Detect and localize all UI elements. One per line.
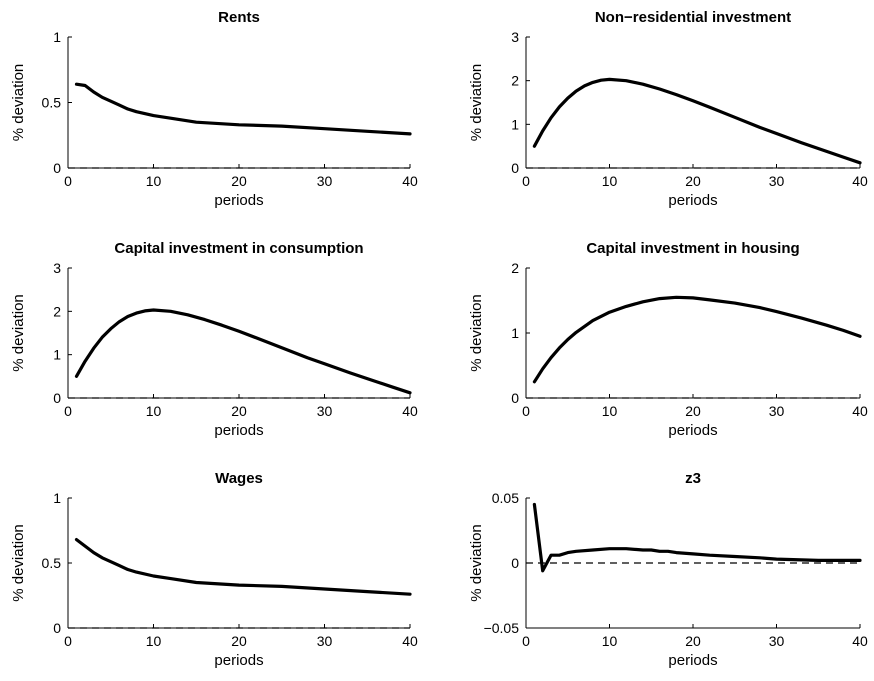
subplot-1: 0 10 20 30 40 0 0.5 1 Rents periods % deviation — [10, 9, 418, 209]
x-tick-label: 40 — [852, 633, 868, 649]
x-tick-label: 0 — [64, 633, 72, 649]
x-tick-label: 10 — [602, 633, 618, 649]
y-tick-label: 1 — [511, 116, 519, 132]
y-tick-label: 0 — [53, 160, 61, 176]
x-tick-label: 20 — [231, 633, 247, 649]
y-tick-label: 0.05 — [492, 490, 519, 506]
y-tick-label: 1 — [53, 29, 61, 45]
x-tick-label: 20 — [685, 633, 701, 649]
y-axis-label: % deviation — [10, 64, 27, 142]
series-line — [74, 537, 412, 596]
subplot-title: Rents — [218, 9, 260, 26]
y-tick-label: 0 — [511, 390, 519, 406]
subplot-title: Non−residential investment — [595, 9, 791, 26]
subplot-title: Capital investment in consumption — [114, 240, 363, 257]
x-axis-label: periods — [668, 192, 717, 209]
x-tick-label: 30 — [317, 173, 333, 189]
series-line — [532, 295, 862, 384]
x-tick-label: 30 — [769, 633, 785, 649]
x-axis-label: periods — [668, 652, 717, 669]
subplot-3: 0 10 20 30 40 0 1 2 3 Capital investment in consu… — [10, 240, 418, 439]
series-line — [74, 308, 412, 395]
x-tick-label: 10 — [602, 173, 618, 189]
x-tick-label: 10 — [146, 173, 162, 189]
x-tick-label: 40 — [852, 403, 868, 419]
subplot-4: 0 10 20 30 40 0 1 2 Capital investment in housin… — [468, 240, 868, 439]
x-tick-label: 0 — [64, 173, 72, 189]
y-tick-label: 3 — [511, 29, 519, 45]
x-tick-label: 40 — [402, 633, 418, 649]
subplot-5: 0 10 20 30 40 0 0.5 1 Wages periods % deviation — [10, 470, 418, 669]
y-tick-label: 0 — [511, 160, 519, 176]
y-tick-label: 0 — [53, 620, 61, 636]
subplot-title: z3 — [685, 470, 701, 487]
y-tick-label: 0 — [511, 555, 519, 571]
series-line — [532, 502, 862, 573]
x-tick-label: 40 — [402, 173, 418, 189]
x-tick-label: 20 — [685, 173, 701, 189]
y-tick-label: 1 — [511, 325, 519, 341]
subplot-2: 0 10 20 30 40 0 1 2 3 Non−residential investment p… — [468, 9, 868, 209]
y-tick-label: 0 — [53, 390, 61, 406]
x-tick-label: 40 — [402, 403, 418, 419]
x-tick-label: 30 — [769, 173, 785, 189]
y-tick-label: 3 — [53, 260, 61, 276]
x-tick-label: 20 — [231, 173, 247, 189]
x-axis-label: periods — [668, 422, 717, 439]
series-line — [74, 82, 412, 136]
x-tick-label: 10 — [146, 403, 162, 419]
x-axis-label: periods — [214, 422, 263, 439]
y-axis-label: % deviation — [10, 524, 27, 602]
x-tick-label: 10 — [146, 633, 162, 649]
x-axis-label: periods — [214, 652, 263, 669]
x-tick-label: 30 — [317, 633, 333, 649]
y-tick-label: 2 — [511, 73, 519, 89]
x-tick-label: 10 — [602, 403, 618, 419]
y-axis-label: % deviation — [468, 64, 485, 142]
y-tick-label: 1 — [53, 347, 61, 363]
y-tick-label: 2 — [53, 303, 61, 319]
subplot-title: Capital investment in housing — [586, 240, 799, 257]
x-tick-label: 30 — [769, 403, 785, 419]
y-tick-label: 1 — [53, 490, 61, 506]
series-line — [532, 77, 862, 165]
x-tick-label: 0 — [64, 403, 72, 419]
y-tick-label: 0.5 — [42, 555, 62, 571]
y-axis-label: % deviation — [468, 524, 485, 602]
subplot-title: Wages — [215, 470, 263, 487]
x-tick-label: 20 — [231, 403, 247, 419]
y-tick-label: 2 — [511, 260, 519, 276]
x-tick-label: 0 — [522, 633, 530, 649]
y-axis-label: % deviation — [468, 294, 485, 372]
x-tick-label: 40 — [852, 173, 868, 189]
x-tick-label: 0 — [522, 173, 530, 189]
x-tick-label: 20 — [685, 403, 701, 419]
y-axis-label: % deviation — [10, 294, 27, 372]
y-tick-label: −0.05 — [484, 620, 520, 636]
y-tick-label: 0.5 — [42, 95, 62, 111]
x-axis-label: periods — [214, 192, 263, 209]
x-tick-label: 30 — [317, 403, 333, 419]
x-tick-label: 0 — [522, 403, 530, 419]
